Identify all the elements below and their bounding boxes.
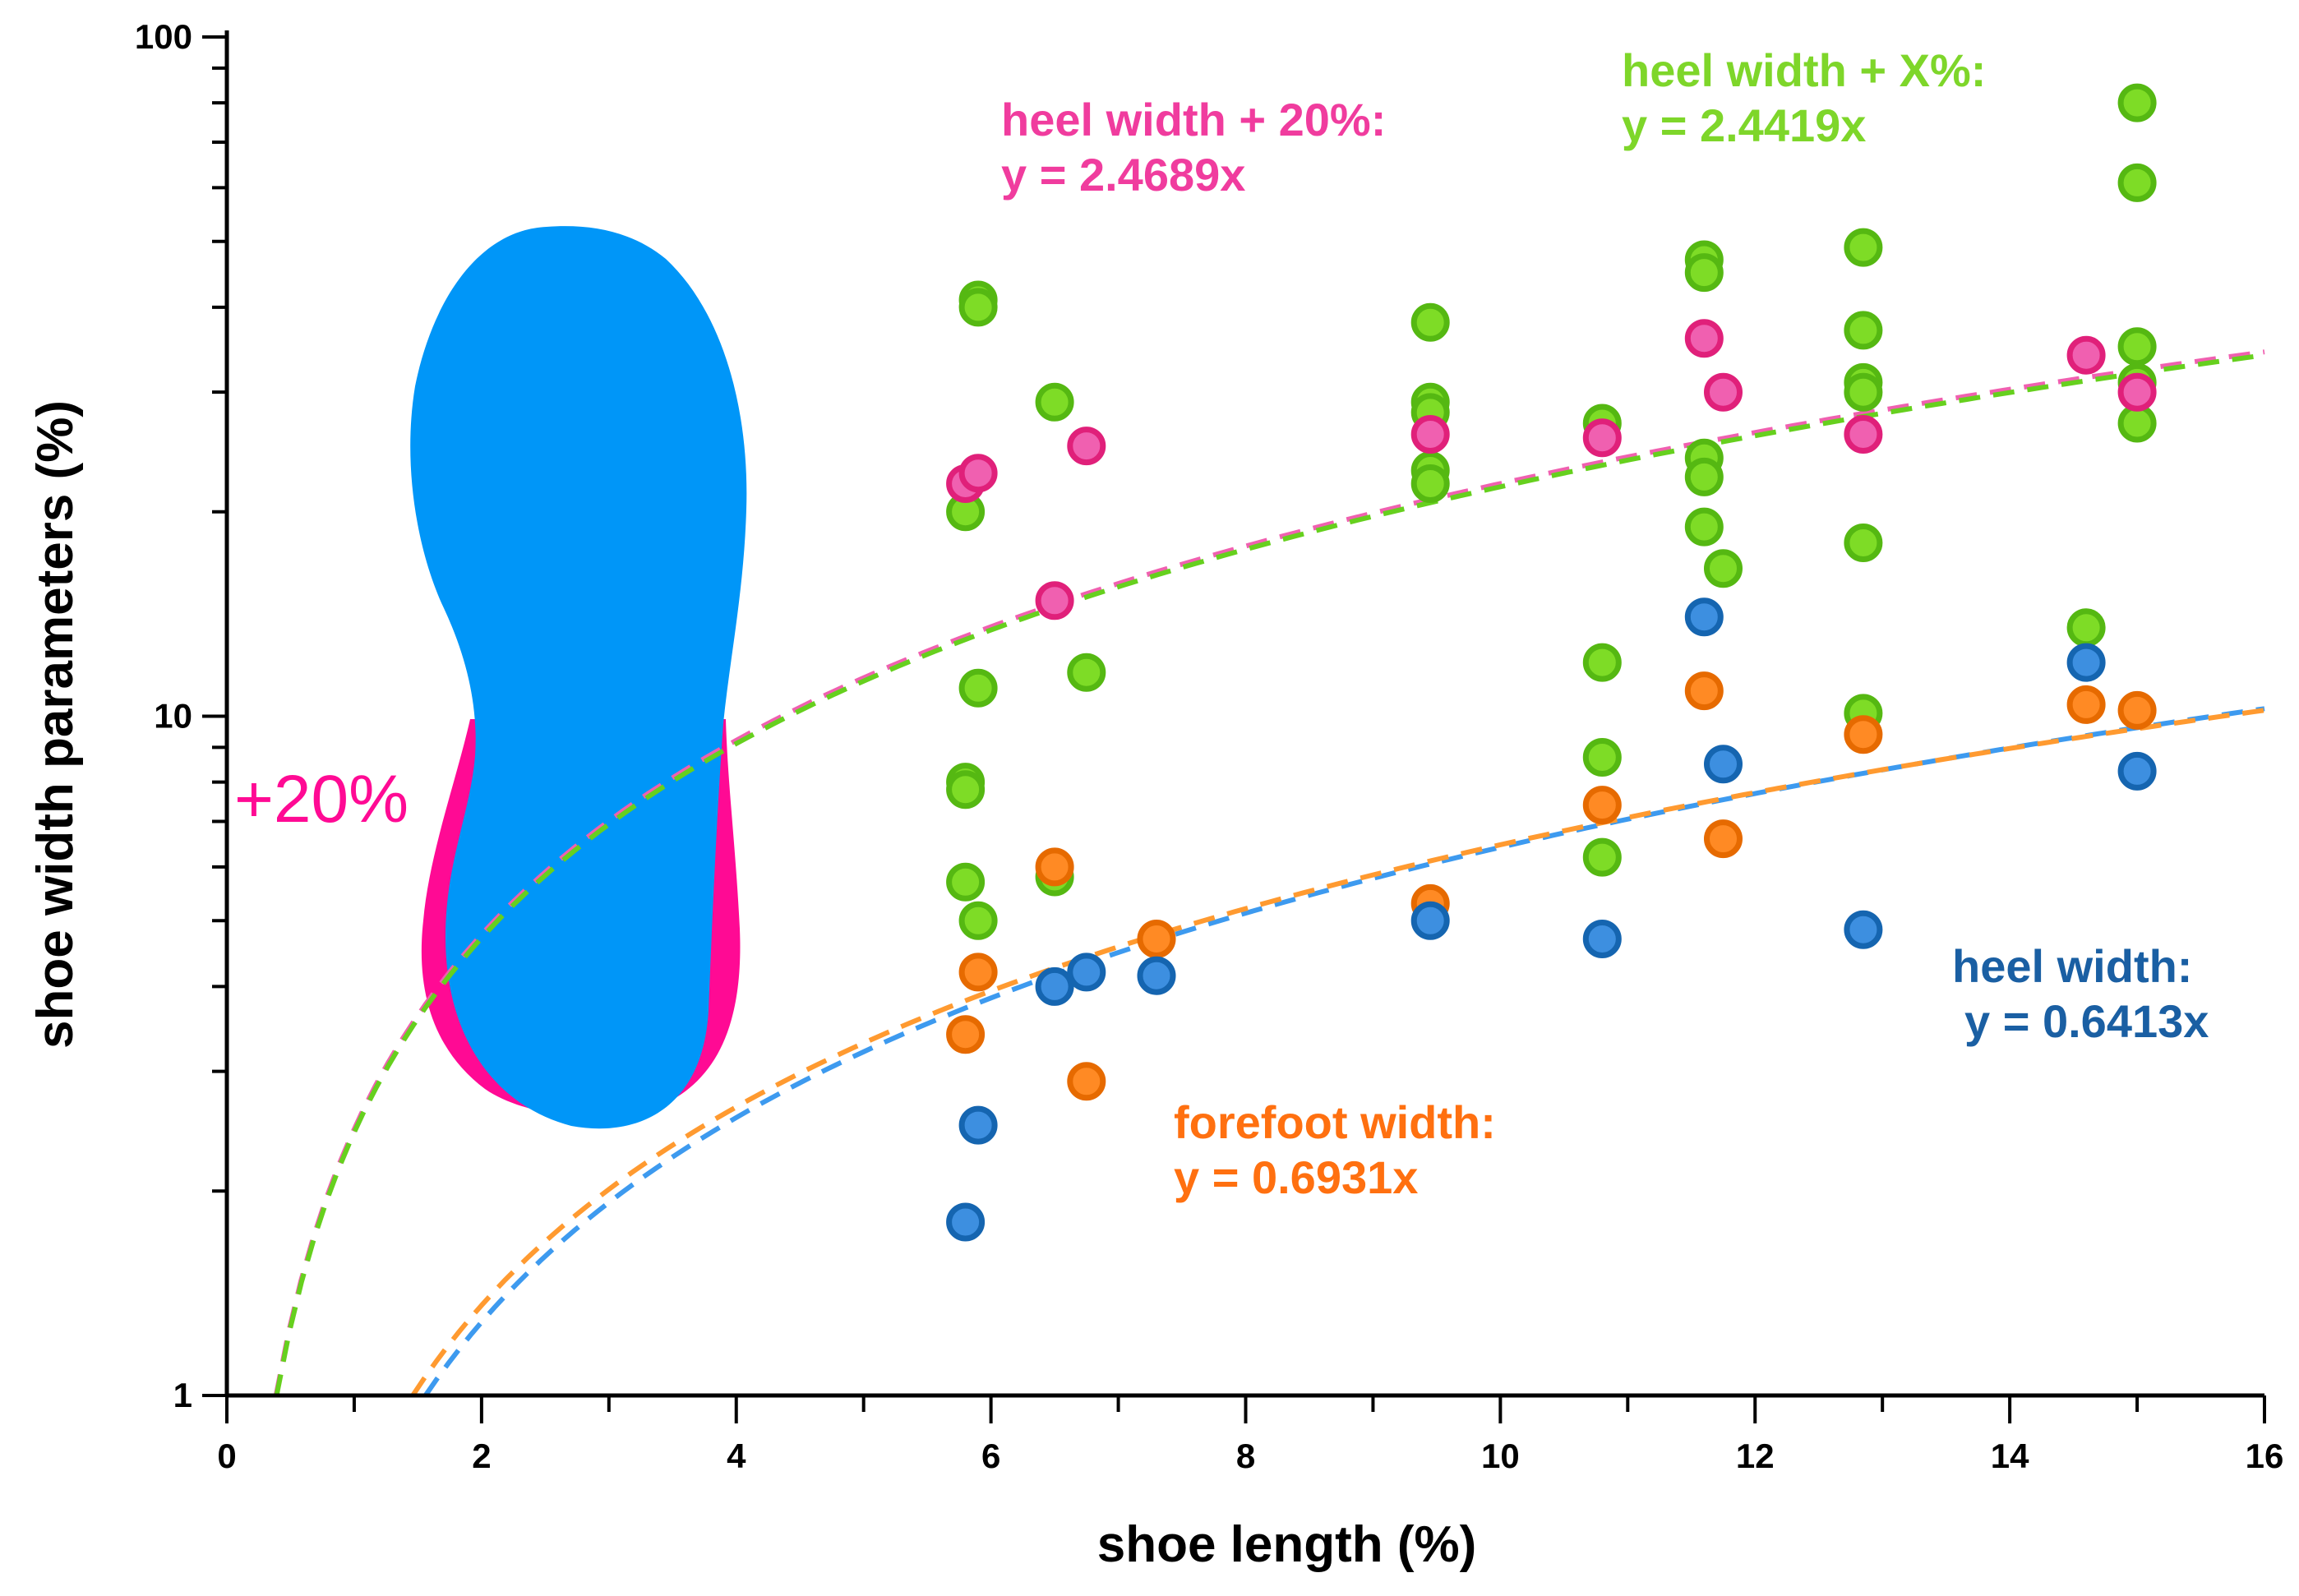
point-heel_plus_20 xyxy=(1067,427,1106,466)
point-heel_plus_x xyxy=(2117,83,2157,122)
point-forefoot_width xyxy=(1137,920,1176,958)
point-heel_plus_20 xyxy=(1582,418,1622,458)
annotation-heel-plus-20-equation: y = 2.4689x xyxy=(1001,149,1245,201)
point-heel_plus_x xyxy=(1410,302,1450,342)
x-tick-label: 2 xyxy=(472,1437,491,1475)
point-heel_plus_x xyxy=(1067,653,1106,692)
point-heel_plus_20 xyxy=(2117,372,2157,412)
insole-illustration xyxy=(410,226,747,1129)
point-heel_plus_x xyxy=(1704,549,1743,588)
axes: 0 2 4 6 8 10 12 14 16 1 10 100 shoe length (%) shoe w… xyxy=(27,17,2283,1573)
x-tick-label: 6 xyxy=(981,1437,1000,1475)
x-tick-label: 14 xyxy=(1991,1437,2029,1475)
point-forefoot_width xyxy=(1035,847,1074,887)
trend-lines xyxy=(273,349,2265,1397)
point-heel_plus_20 xyxy=(1844,415,1883,454)
point-heel_width xyxy=(1684,597,1724,637)
trend-line-heel_plus_20 xyxy=(273,349,2265,1396)
point-forefoot_width xyxy=(1582,786,1622,825)
annotation-heel-plus-x-equation: y = 2.4419x xyxy=(1622,99,1866,151)
y-axis-title: shoe width parameters (%) xyxy=(27,400,84,1049)
point-heel_width xyxy=(1067,953,1106,992)
point-heel_plus_20 xyxy=(1410,415,1450,454)
trend-line-heel_width xyxy=(423,706,2265,1397)
point-heel_plus_x xyxy=(1844,524,1883,562)
point-heel_plus_x xyxy=(1844,372,1883,412)
point-heel_width xyxy=(1582,920,1622,958)
point-heel_plus_x xyxy=(1844,311,1883,350)
point-heel_plus_x xyxy=(2117,163,2157,202)
point-heel_plus_x xyxy=(946,770,986,810)
x-tick-label: 16 xyxy=(2246,1437,2284,1475)
x-tick-label: 4 xyxy=(727,1437,746,1475)
point-heel_plus_x xyxy=(1582,643,1622,682)
x-tick-label: 0 xyxy=(217,1437,236,1475)
point-heel_plus_x xyxy=(1684,253,1724,293)
point-forefoot_width xyxy=(958,953,998,992)
point-heel_width xyxy=(2066,643,2106,682)
point-heel_plus_20 xyxy=(1035,581,1074,620)
point-heel_plus_x xyxy=(1684,457,1724,496)
y-tick-label: 100 xyxy=(135,17,192,56)
point-forefoot_width xyxy=(2066,685,2106,724)
point-heel_plus_x xyxy=(958,668,998,708)
data-points xyxy=(946,83,2157,1242)
point-heel_plus_x xyxy=(1410,464,1450,503)
annotation-heel-plus-20-title: heel width + 20%: xyxy=(1001,94,1386,145)
point-heel_plus_20 xyxy=(1704,372,1743,412)
point-heel_width xyxy=(946,1202,986,1242)
annotation-forefoot-width-equation: y = 0.6931x xyxy=(1174,1151,1418,1203)
insole-shape xyxy=(410,226,747,1129)
point-forefoot_width xyxy=(1844,715,1883,754)
point-heel_plus_x xyxy=(2117,404,2157,443)
point-forefoot_width xyxy=(1067,1062,1106,1101)
point-heel_plus_x xyxy=(1035,382,1074,422)
point-forefoot_width xyxy=(2117,690,2157,730)
x-tick-label: 10 xyxy=(1481,1437,1520,1475)
annotation-forefoot-width-title: forefoot width: xyxy=(1174,1096,1496,1148)
y-tick-label: 1 xyxy=(173,1376,192,1414)
point-heel_plus_x xyxy=(1684,507,1724,547)
point-forefoot_width xyxy=(946,1015,986,1054)
x-tick-label: 12 xyxy=(1736,1437,1775,1475)
point-heel_plus_x xyxy=(2066,608,2106,648)
point-heel_plus_x xyxy=(958,901,998,940)
point-heel_width xyxy=(1704,745,1743,784)
point-forefoot_width xyxy=(1704,819,1743,859)
point-heel_width xyxy=(1035,966,1074,1006)
point-heel_plus_x xyxy=(946,862,986,902)
point-heel_plus_x xyxy=(958,288,998,327)
annotation-heel-plus-x-title: heel width + X%: xyxy=(1622,44,1986,96)
point-heel_plus_20 xyxy=(2066,335,2106,375)
trend-line-heel_plus_x xyxy=(274,353,2265,1396)
x-axis-title: shoe length (%) xyxy=(1097,1516,1477,1573)
insole-plus-20-percent-label: +20% xyxy=(234,762,409,837)
point-heel_width xyxy=(2117,751,2157,791)
point-forefoot_width xyxy=(1684,671,1724,711)
point-heel_width xyxy=(958,1105,998,1145)
point-heel_plus_x xyxy=(1844,228,1883,267)
annotations: heel width + 20%: y = 2.4689x heel width… xyxy=(234,44,2209,1203)
annotation-heel-width-equation: y = 0.6413x xyxy=(1964,995,2209,1047)
x-tick-label: 8 xyxy=(1236,1437,1255,1475)
point-heel_plus_x xyxy=(2117,327,2157,367)
annotation-heel-width-title: heel width: xyxy=(1952,940,2192,992)
point-heel_plus_20 xyxy=(958,454,998,493)
point-heel_width xyxy=(1137,956,1176,995)
trend-line-forefoot_width xyxy=(410,708,2265,1397)
point-heel_width xyxy=(1410,901,1450,940)
point-heel_width xyxy=(1844,910,1883,949)
point-heel_plus_x xyxy=(1582,837,1622,877)
point-heel_plus_x xyxy=(1582,738,1622,777)
point-heel_plus_20 xyxy=(1684,319,1724,358)
y-tick-label: 10 xyxy=(154,697,192,736)
